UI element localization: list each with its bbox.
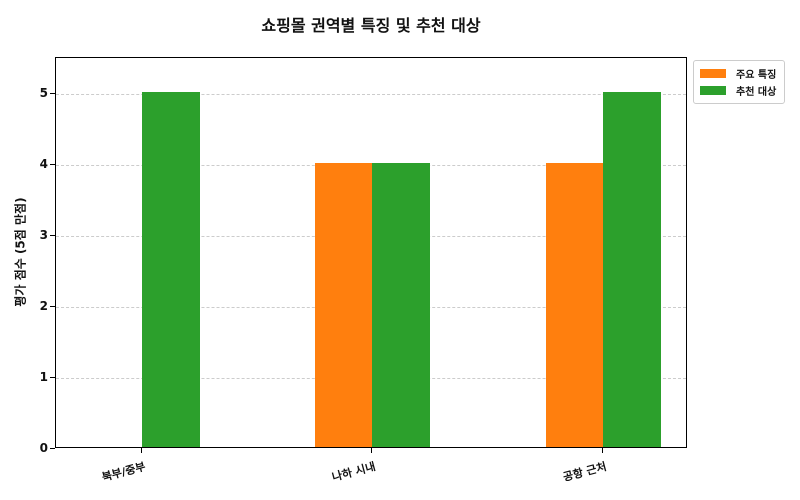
y-tick-mark [50, 305, 55, 307]
y-tick-mark [50, 376, 55, 378]
x-tick-mark [602, 448, 603, 453]
y-tick-mark [50, 448, 55, 449]
y-tick-mark [50, 163, 55, 165]
bar-features-1 [314, 162, 372, 447]
x-tick-mark [141, 448, 142, 453]
legend-swatch [700, 69, 726, 78]
plot-area [55, 57, 687, 448]
legend-item: 추천 대상 [700, 82, 778, 99]
y-tick-label: 3 [39, 227, 48, 242]
y-tick-label: 4 [39, 156, 48, 171]
x-tick-mark [371, 448, 372, 453]
bar-recommended-0 [142, 91, 200, 447]
legend-label: 주요 특징 [736, 70, 777, 81]
gridline [56, 93, 686, 95]
y-tick-label: 2 [39, 298, 48, 313]
chart-title: 쇼핑몰 권역별 특징 및 추천 대상 [261, 16, 481, 35]
x-tick-label: 나하 시내 [330, 459, 377, 484]
y-tick-label: 1 [39, 369, 48, 384]
bar-recommended-2 [603, 91, 661, 447]
x-tick-label: 북부/중부 [100, 459, 147, 485]
y-tick-label: 5 [39, 85, 48, 100]
y-tick-mark [50, 234, 55, 236]
bar-recommended-1 [372, 162, 430, 447]
legend-item: 주요 특징 [700, 65, 778, 82]
bar-features-2 [545, 162, 603, 447]
legend-label: 추천 대상 [736, 87, 777, 98]
x-tick-label: 공항 근처 [561, 459, 608, 484]
y-tick-label: 0 [39, 441, 48, 455]
legend-swatch [700, 86, 726, 95]
y-tick-mark [50, 92, 55, 94]
y-axis-label: 평가 점수 (5점 만점) [13, 197, 28, 307]
